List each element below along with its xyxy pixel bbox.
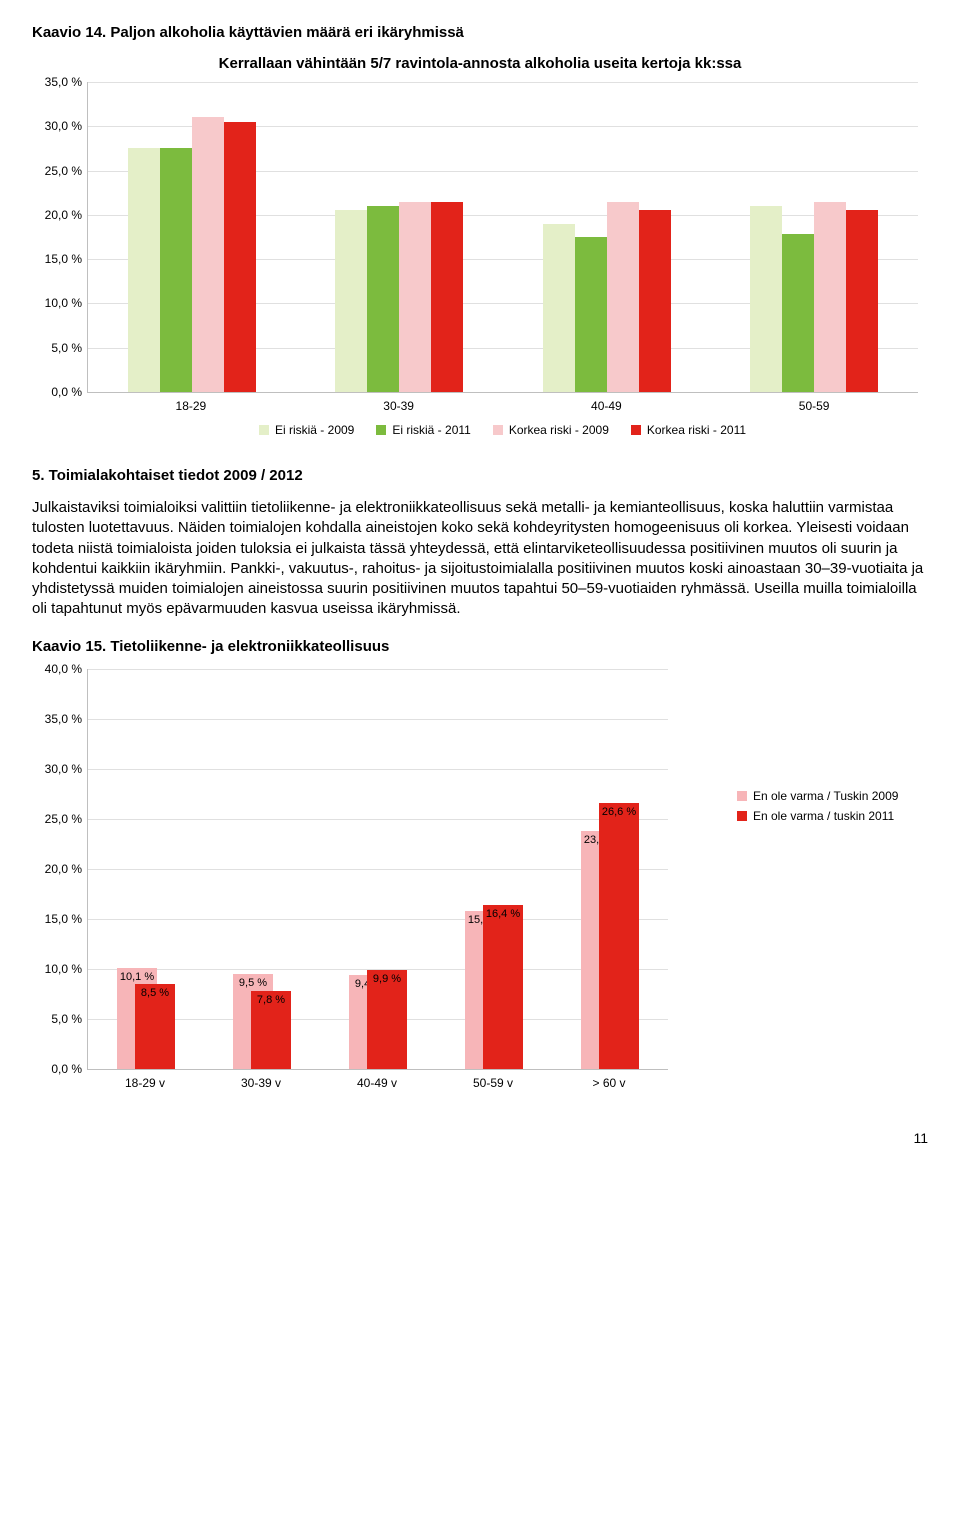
y-tick-label: 30,0 %	[45, 762, 88, 776]
y-tick-label: 40,0 %	[45, 662, 88, 676]
bar: 7,8 %	[251, 991, 291, 1069]
bar-group: 9,5 % 7,8 %	[204, 669, 320, 1069]
y-tick-label: 25,0 %	[45, 812, 88, 826]
chart-15-plot: 0,0 %5,0 %10,0 %15,0 %20,0 %25,0 %30,0 %…	[87, 669, 928, 1090]
bar	[782, 234, 814, 392]
legend-item: Ei riskiä - 2009	[259, 423, 354, 437]
bar: 26,6 %	[599, 803, 639, 1069]
bar-group: 15,8 %16,4 %	[436, 669, 552, 1069]
x-tick-label: 40-49 v	[319, 1070, 435, 1090]
y-tick-label: 10,0 %	[45, 296, 88, 310]
y-tick-label: 5,0 %	[51, 341, 88, 355]
x-tick-label: 18-29	[87, 393, 295, 413]
y-tick-label: 20,0 %	[45, 862, 88, 876]
chart-14-title: Kerrallaan vähintään 5/7 ravintola-annos…	[32, 55, 928, 72]
legend-swatch	[493, 425, 503, 435]
bar	[160, 148, 192, 392]
bar	[639, 210, 671, 392]
x-tick-label: 50-59	[710, 393, 918, 413]
bar: 8,5 %	[135, 984, 175, 1069]
chart-15: 0,0 % 5,0 % 10,0 % 15,0 % 20,0 % 25,0 % 30,0 %…	[32, 669, 928, 1090]
bar-value-label: 9,5 %	[239, 977, 267, 989]
legend-swatch	[259, 425, 269, 435]
bar	[846, 210, 878, 392]
y-tick-label: 35,0 %	[45, 712, 88, 726]
bar-group	[88, 82, 296, 392]
section-5-heading: 5. Toimialakohtaiset tiedot 2009 / 2012	[32, 467, 928, 484]
bar-group	[503, 82, 711, 392]
legend-item: Korkea riski - 2009	[493, 423, 609, 437]
legend-label: Korkea riski - 2011	[647, 423, 746, 437]
y-tick-label: 5,0 %	[51, 1012, 88, 1026]
bar	[543, 224, 575, 392]
legend-item: Korkea riski - 2011	[631, 423, 746, 437]
x-tick-label: 30-39 v	[203, 1070, 319, 1090]
bar-group: 9,4 %9,9 %	[320, 669, 436, 1069]
bar-value-label: 8,5 %	[141, 987, 169, 999]
chart-14: Kerrallaan vähintään 5/7 ravintola-annos…	[32, 55, 928, 443]
y-tick-label: 25,0 %	[45, 164, 88, 178]
bar	[431, 202, 463, 392]
bar-group	[711, 82, 919, 392]
legend-item: En ole varma / Tuskin 2009	[737, 789, 898, 803]
bar	[575, 237, 607, 392]
bar-value-label: 10,1 %	[120, 971, 154, 983]
legend-label: Ei riskiä - 2009	[275, 423, 354, 437]
legend-label: En ole varma / tuskin 2011	[753, 809, 894, 823]
x-tick-label: > 60 v	[551, 1070, 667, 1090]
y-tick-label: 35,0 %	[45, 75, 88, 89]
legend-swatch	[737, 811, 747, 821]
bar-value-label: 9,9 %	[373, 973, 401, 985]
x-tick-label: 18-29 v	[87, 1070, 203, 1090]
bar-value-label: 16,4 %	[486, 908, 520, 920]
bar	[750, 206, 782, 392]
bar-value-label: 26,6 %	[602, 806, 636, 818]
legend-swatch	[376, 425, 386, 435]
x-tick-label: 50-59 v	[435, 1070, 551, 1090]
y-tick-label: 0,0 %	[51, 385, 88, 399]
bar	[399, 202, 431, 392]
y-tick-label: 10,0 %	[45, 962, 88, 976]
legend-label: Korkea riski - 2009	[509, 423, 609, 437]
y-tick-label: 15,0 %	[45, 912, 88, 926]
y-tick-label: 0,0 %	[51, 1062, 88, 1076]
y-tick-label: 15,0 %	[45, 252, 88, 266]
page-number: 11	[32, 1130, 928, 1146]
bar	[367, 206, 399, 392]
legend-swatch	[631, 425, 641, 435]
chart-14-plot: 0,0 %5,0 %10,0 %15,0 %20,0 %25,0 %30,0 %…	[87, 82, 918, 443]
x-tick-label: 40-49	[503, 393, 711, 413]
bar	[335, 210, 367, 392]
section-5-body: Julkaistaviksi toimialoiksi valittiin ti…	[32, 498, 928, 620]
figure-caption-15: Kaavio 15. Tietoliikenne- ja elektroniik…	[32, 638, 928, 655]
bar	[607, 202, 639, 392]
legend-item: Ei riskiä - 2011	[376, 423, 470, 437]
legend-label: Ei riskiä - 2011	[392, 423, 470, 437]
bar-value-label: 7,8 %	[257, 994, 285, 1006]
bar-group: 23,8 %26,6 %	[552, 669, 668, 1069]
bar-group: 10,1 % 8,5 %	[88, 669, 204, 1069]
bar	[814, 202, 846, 392]
x-tick-label: 30-39	[295, 393, 503, 413]
y-tick-label: 20,0 %	[45, 208, 88, 222]
bar	[192, 117, 224, 392]
bar-group	[296, 82, 504, 392]
y-tick-label: 30,0 %	[45, 119, 88, 133]
figure-caption-14: Kaavio 14. Paljon alkoholia käyttävien m…	[32, 24, 928, 41]
legend-label: En ole varma / Tuskin 2009	[753, 789, 898, 803]
bar	[128, 148, 160, 392]
legend-item: En ole varma / tuskin 2011	[737, 809, 898, 823]
bar	[224, 122, 256, 392]
bar: 9,9 %	[367, 970, 407, 1069]
legend-swatch	[737, 791, 747, 801]
bar: 16,4 %	[483, 905, 523, 1069]
